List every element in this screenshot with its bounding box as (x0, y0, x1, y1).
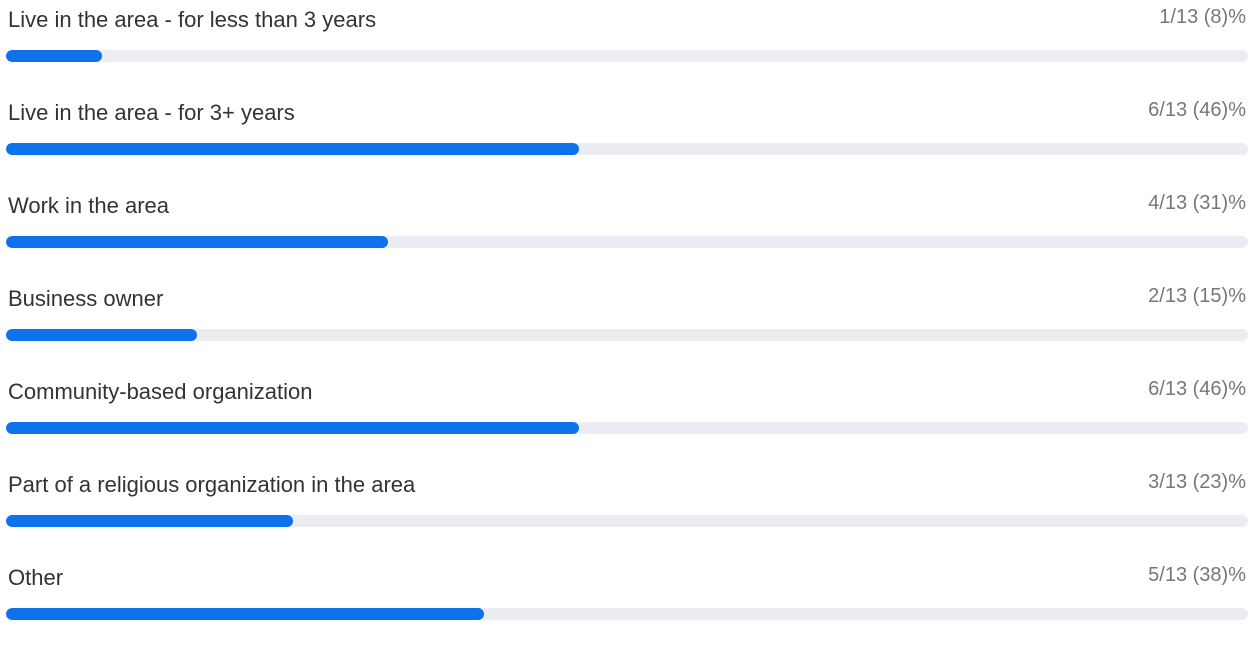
option-label: Community-based organization (8, 379, 313, 404)
option-label: Live in the area - for less than 3 years (8, 7, 377, 32)
poll-option-live-less-than-3-years: Live in the area - for less than 3 years… (0, 0, 1254, 93)
option-result: 4/13 (31)% (1148, 192, 1246, 214)
option-result: 6/13 (46)% (1148, 99, 1246, 121)
poll-option-religious-organization: Part of a religious organization in the … (0, 465, 1254, 558)
progress-fill (6, 608, 484, 620)
poll-results: Live in the area - for less than 3 years… (0, 0, 1254, 620)
poll-option-live-3-plus-years: Live in the area - for 3+ years 6/13 (46… (0, 93, 1254, 186)
progress-fill (6, 236, 389, 248)
progress-track (6, 50, 1248, 62)
option-result: 2/13 (15)% (1148, 285, 1246, 307)
option-result: 1/13 (8)% (1159, 6, 1246, 28)
progress-track (6, 608, 1248, 620)
option-label: Business owner (8, 286, 164, 311)
progress-track (6, 236, 1248, 248)
option-label: Part of a religious organization in the … (8, 472, 416, 497)
progress-fill (6, 422, 580, 434)
option-label: Live in the area - for 3+ years (8, 100, 295, 125)
poll-option-work-in-area: Work in the area 4/13 (31)% (0, 186, 1254, 279)
progress-fill (6, 143, 580, 155)
option-result: 6/13 (46)% (1148, 378, 1246, 400)
option-result: 5/13 (38)% (1148, 564, 1246, 586)
option-label: Other (8, 565, 64, 590)
progress-fill (6, 50, 102, 62)
progress-track (6, 329, 1248, 341)
poll-option-business-owner: Business owner 2/13 (15)% (0, 279, 1254, 372)
poll-option-community-based-organization: Community-based organization 6/13 (46)% (0, 372, 1254, 465)
option-result: 3/13 (23)% (1148, 471, 1246, 493)
progress-fill (6, 329, 198, 341)
poll-option-other: Other 5/13 (38)% (0, 558, 1254, 651)
progress-track (6, 422, 1248, 434)
progress-track (6, 515, 1248, 527)
progress-fill (6, 515, 293, 527)
option-label: Work in the area (8, 193, 170, 218)
progress-track (6, 143, 1248, 155)
